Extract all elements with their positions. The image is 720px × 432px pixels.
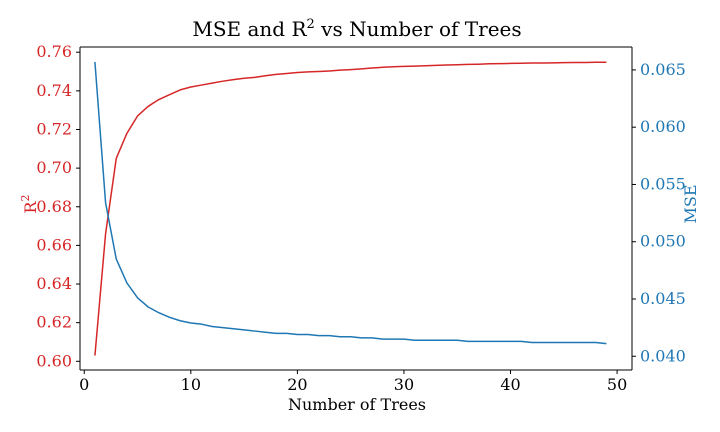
- y-right-tick-label: 0.055: [640, 174, 686, 193]
- series-line-r2: [94, 61, 607, 356]
- x-tick-label: 40: [500, 375, 520, 394]
- y-left-tick-label: 0.74: [36, 81, 72, 100]
- svg-text:Number of Trees: Number of Trees: [288, 395, 426, 414]
- y-left-tick-label: 0.60: [36, 351, 72, 370]
- plot-area: 0 10 20 30 40 50 0.60 0.62 0.64 0.66 0.68 0.70 0.72 0…: [36, 42, 685, 394]
- y-axis-left-label: R2: [19, 194, 40, 213]
- x-tick-label: 30: [394, 375, 414, 394]
- x-tick-label: 0: [79, 375, 89, 394]
- y-right-tick-label: 0.060: [640, 117, 686, 136]
- x-axis-label: Number of Trees: [288, 395, 426, 414]
- y-right-tick-label: 0.050: [640, 232, 686, 251]
- y-axis-right-label: MSE: [681, 184, 700, 223]
- y-right-tick-label: 0.040: [640, 346, 686, 365]
- chart-title-main: MSE and R: [192, 17, 307, 41]
- x-tick-label: 50: [607, 375, 627, 394]
- chart-title-rest: vs Number of Trees: [315, 17, 522, 41]
- svg-text:R2: R2: [19, 194, 40, 213]
- y-left-tick-label: 0.72: [36, 119, 72, 138]
- chart-title: MSE and R2 vs Number of Trees: [192, 17, 521, 41]
- chart-title-superscript: 2: [307, 17, 315, 32]
- y-axis-left-label-superscript: 2: [19, 194, 32, 201]
- y-left-tick-label: 0.70: [36, 158, 72, 177]
- y-right-tick-label: 0.065: [640, 60, 686, 79]
- y-right-tick-label: 0.045: [640, 289, 686, 308]
- series-line-mse: [94, 61, 607, 345]
- y-left-tick-label: 0.64: [36, 274, 72, 293]
- x-tick-label: 20: [287, 375, 307, 394]
- y-axis-left-label-main: R: [21, 201, 40, 214]
- x-tick-label: 10: [181, 375, 201, 394]
- svg-text:MSE: MSE: [681, 184, 700, 223]
- y-left-tick-label: 0.62: [36, 313, 72, 332]
- y-left-tick-label: 0.76: [36, 42, 72, 61]
- y-left-tick-label: 0.66: [36, 235, 72, 254]
- y-left-tick-label: 0.68: [36, 197, 72, 216]
